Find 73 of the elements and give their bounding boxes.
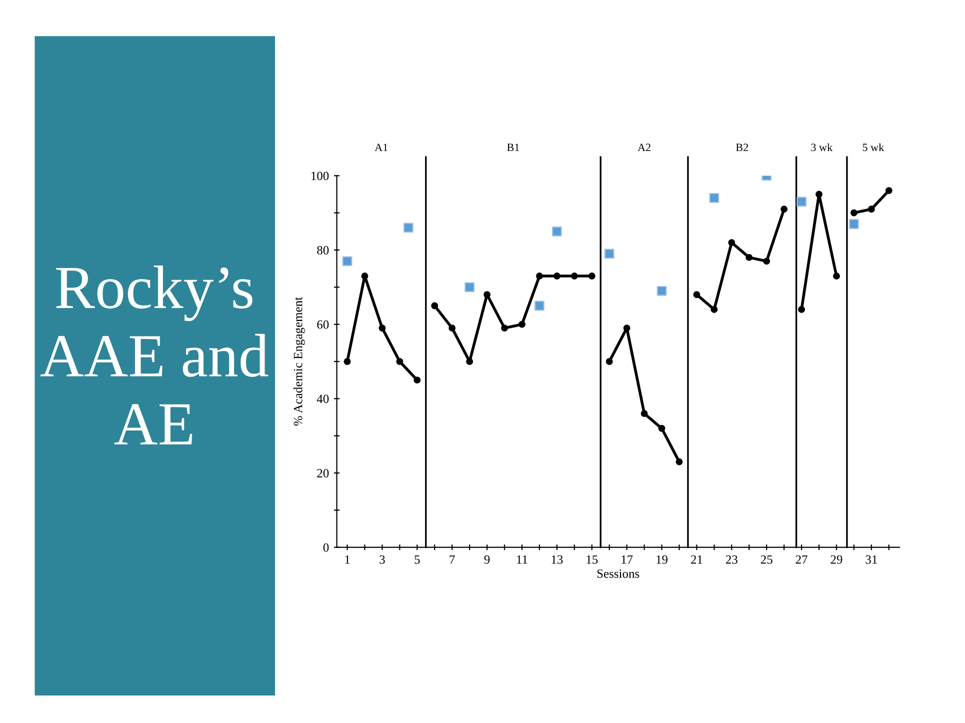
- point: [536, 272, 543, 280]
- point: [780, 206, 788, 213]
- point: [868, 206, 875, 213]
- point: [604, 248, 614, 259]
- y-tick-label: 0: [323, 543, 329, 552]
- x-tick-label: 31: [866, 555, 877, 564]
- y-tick-label: 20: [317, 469, 329, 478]
- point: [763, 258, 770, 265]
- point: [553, 272, 560, 280]
- text: Rocky’s AAE and AE: [40, 266, 268, 444]
- point: [361, 272, 368, 280]
- x-tick-label: 15: [586, 555, 598, 564]
- point: [885, 187, 892, 194]
- point: [588, 272, 596, 280]
- x-tick-label: 25: [760, 555, 772, 564]
- x-tick-label: 3: [380, 555, 385, 564]
- point: [484, 291, 491, 298]
- point: [396, 358, 404, 365]
- point: [448, 324, 456, 332]
- point: [606, 358, 613, 365]
- point: [570, 272, 578, 280]
- point: [728, 239, 736, 246]
- point: [414, 376, 421, 384]
- point: [623, 324, 630, 332]
- point: [710, 306, 718, 313]
- point: [534, 300, 544, 311]
- x-tick-label: 1: [345, 555, 350, 564]
- x-tick-label: 27: [796, 555, 808, 564]
- x-tick-label: 19: [656, 555, 668, 564]
- y-tick-label: 40: [316, 394, 329, 404]
- point: [746, 254, 753, 261]
- text: A1: [374, 144, 388, 152]
- point: [501, 324, 508, 332]
- point: [552, 226, 562, 236]
- point: [658, 424, 666, 432]
- x-tick-label: 7: [450, 555, 455, 564]
- x-tick-label: 5: [414, 555, 420, 564]
- x-tick-label: 23: [726, 555, 738, 564]
- point: [403, 222, 414, 233]
- point: [466, 358, 474, 365]
- point: [850, 209, 858, 216]
- point: [344, 358, 351, 365]
- y-tick-label: 60: [317, 320, 329, 329]
- point: [656, 286, 667, 296]
- text: B2: [736, 144, 748, 152]
- point: [464, 282, 475, 292]
- x-tick-label: 13: [552, 555, 563, 564]
- point: [676, 458, 683, 466]
- x-tick-label: 29: [830, 555, 842, 564]
- x-axis-title: Sessions: [597, 569, 640, 578]
- y-tick-label: 80: [317, 246, 329, 254]
- text: B1: [507, 144, 520, 152]
- y-tick-label: 100: [311, 172, 329, 180]
- point: [816, 190, 822, 198]
- point: [342, 256, 352, 266]
- x-tick-label: 17: [622, 555, 633, 564]
- point: [833, 272, 840, 280]
- point: [693, 291, 700, 298]
- point: [378, 324, 386, 332]
- point: [796, 196, 806, 207]
- point: [798, 306, 806, 313]
- text: 5 wk: [862, 143, 884, 152]
- x-tick-label: 21: [691, 555, 702, 564]
- text: 3 wk: [811, 143, 833, 152]
- point: [518, 320, 526, 328]
- point: [709, 193, 720, 203]
- point: [431, 302, 438, 310]
- point: [640, 410, 648, 417]
- point: [849, 219, 859, 229]
- x-tick-label: 9: [484, 555, 490, 564]
- text: A2: [638, 144, 650, 152]
- x-tick-label: 11: [517, 555, 528, 564]
- y-axis-title: % Academic Engagement: [293, 297, 305, 426]
